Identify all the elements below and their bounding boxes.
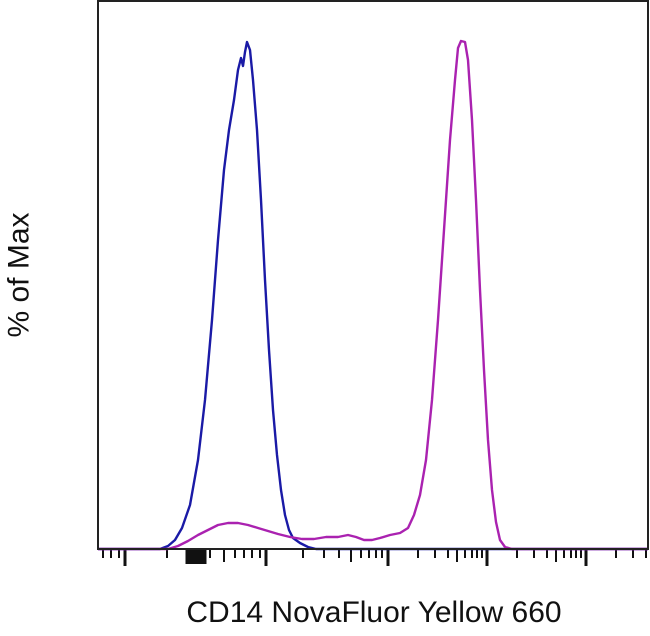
- x-axis-label: CD14 NovaFluor Yellow 660: [186, 596, 562, 629]
- x-axis-ticks: [102, 550, 647, 566]
- y-axis-label-container: % of Max: [0, 0, 40, 550]
- series-stained-curve: [98, 39, 648, 551]
- plot-frame: [97, 0, 649, 550]
- series-control-curve: [98, 40, 648, 551]
- y-axis-label: % of Max: [3, 212, 37, 338]
